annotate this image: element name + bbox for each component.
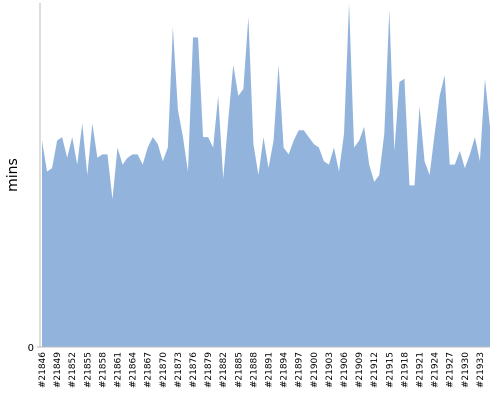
x-tick-label: #21879 bbox=[204, 352, 214, 388]
x-tick-label: #21882 bbox=[219, 352, 229, 388]
x-tick-label: #21873 bbox=[174, 352, 184, 388]
x-tick-label: #21885 bbox=[234, 352, 244, 388]
x-tick-label: #21921 bbox=[416, 352, 426, 388]
x-tick-label: #21897 bbox=[295, 352, 305, 388]
x-tick-label: #21876 bbox=[189, 352, 199, 388]
x-tick-label: #21930 bbox=[461, 352, 471, 388]
x-tick-label: #21915 bbox=[385, 352, 395, 388]
x-tick-label: #21927 bbox=[446, 352, 456, 388]
x-tick-label: #21894 bbox=[280, 352, 290, 388]
x-tick-label: #21918 bbox=[400, 352, 410, 388]
area bbox=[42, 3, 490, 347]
x-tick-label: #21867 bbox=[144, 352, 154, 388]
x-tick-label: #21846 bbox=[38, 352, 48, 388]
x-tick-label: #21858 bbox=[98, 352, 108, 388]
x-tick-label: #21888 bbox=[249, 352, 259, 388]
x-tick-label: #21912 bbox=[370, 352, 380, 388]
x-tick-label: #21924 bbox=[431, 352, 441, 388]
x-tick-label: #21861 bbox=[114, 352, 124, 388]
x-tick-label: #21864 bbox=[129, 352, 139, 388]
x-tick-label: #21903 bbox=[325, 352, 335, 388]
x-tick-label: #21870 bbox=[159, 352, 169, 388]
x-tick-label: #21852 bbox=[68, 352, 78, 388]
x-tick-label: #21900 bbox=[310, 352, 320, 388]
x-tick-label: #21849 bbox=[53, 352, 63, 388]
x-tick-label: #21855 bbox=[83, 352, 93, 388]
y-tick-label: 0 bbox=[28, 343, 34, 354]
x-tick-label: #21891 bbox=[265, 352, 275, 388]
y-axis-label: mins bbox=[5, 158, 21, 192]
x-tick-label: #21909 bbox=[355, 352, 365, 388]
x-tick-label: #21933 bbox=[476, 352, 486, 388]
x-tick-label: #21906 bbox=[340, 352, 350, 388]
